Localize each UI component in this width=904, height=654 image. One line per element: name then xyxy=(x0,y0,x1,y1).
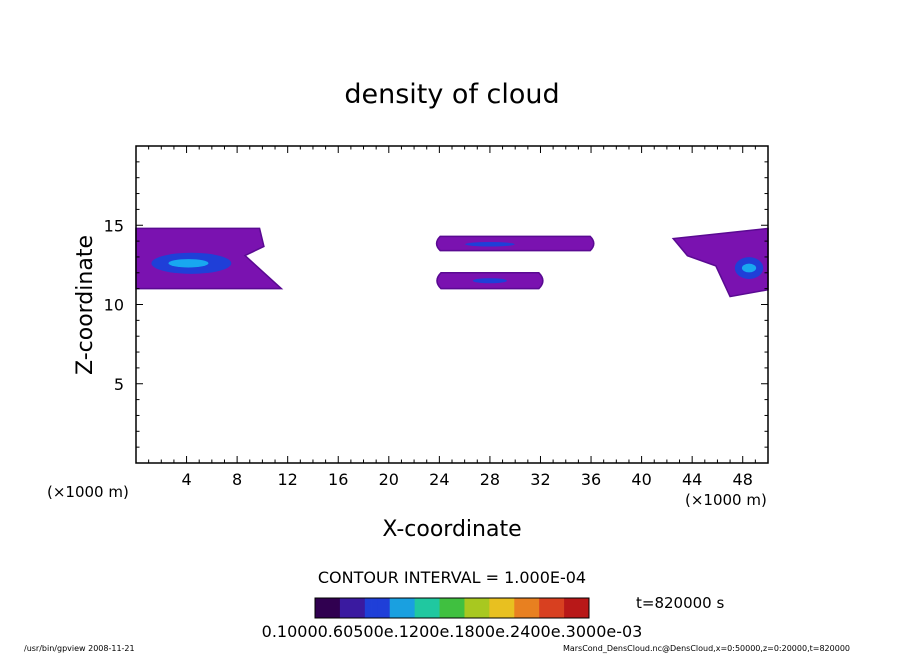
colorbar-segment xyxy=(315,598,322,618)
colorbar-segment xyxy=(514,598,521,618)
cloud-mid-contour xyxy=(472,278,507,284)
colorbar-segment xyxy=(420,598,428,618)
y-tick-label: 10 xyxy=(104,296,124,315)
y-tick-label: 5 xyxy=(114,375,124,394)
x-tick-label: 8 xyxy=(232,470,242,489)
x-tick-label: 28 xyxy=(480,470,500,489)
chart-title: density of cloud xyxy=(344,79,559,110)
colorbar-segment xyxy=(433,598,440,618)
time-label: t=820000 s xyxy=(636,594,724,612)
colorbar-segment xyxy=(352,598,359,618)
cloud-region xyxy=(435,235,595,252)
colorbar-segment xyxy=(501,598,509,618)
cloud-field xyxy=(135,227,769,298)
colorbar-segment xyxy=(470,598,478,618)
y-axis-label: Z-coordinate xyxy=(73,235,98,375)
cloud-region xyxy=(671,227,769,298)
colorbar-segment xyxy=(427,598,434,618)
y-axis-unit: (×1000 m) xyxy=(47,483,129,501)
colorbar-segment xyxy=(458,598,465,618)
colorbar-segment xyxy=(582,598,590,618)
colorbar-segment xyxy=(564,598,571,618)
colorbar-segment xyxy=(495,598,503,618)
colorbar-segment xyxy=(389,598,397,618)
colorbar-segment xyxy=(445,598,453,618)
colorbar xyxy=(315,598,590,618)
colorbar-segment xyxy=(539,598,546,618)
colorbar-tick-labels: 0.10000.60500e.1200e.1800e.2400e.3000e-0… xyxy=(262,622,643,641)
colorbar-segment xyxy=(545,598,553,618)
colorbar-segment xyxy=(520,598,528,618)
colorbar-segment xyxy=(321,598,328,618)
colorbar-segment xyxy=(551,598,559,618)
colorbar-segment xyxy=(402,598,409,618)
axis-ticks xyxy=(136,146,768,463)
contour-interval-label: CONTOUR INTERVAL = 1.000E-04 xyxy=(318,568,586,587)
cloud-core-contour xyxy=(168,259,209,268)
x-tick-label: 32 xyxy=(530,470,550,489)
colorbar-segment xyxy=(489,598,496,618)
x-axis-label: X-coordinate xyxy=(382,517,521,542)
colorbar-segment xyxy=(377,598,384,618)
colorbar-segment xyxy=(395,598,403,618)
cloud-region xyxy=(436,272,544,290)
colorbar-segment xyxy=(526,598,534,618)
x-axis-unit: (×1000 m) xyxy=(685,491,767,509)
colorbar-segment xyxy=(557,598,565,618)
colorbar-segment xyxy=(532,598,540,618)
colorbar-segment xyxy=(346,598,353,618)
cloud-core-contour xyxy=(741,263,757,273)
x-tick-label: 48 xyxy=(733,470,753,489)
x-tick-label: 24 xyxy=(429,470,449,489)
colorbar-segment xyxy=(364,598,372,618)
plot-frame xyxy=(135,145,769,464)
x-tick-label: 12 xyxy=(278,470,298,489)
colorbar-segment xyxy=(570,598,577,618)
x-tick-label: 4 xyxy=(181,470,191,489)
x-tick-label: 36 xyxy=(581,470,601,489)
colorbar-frame xyxy=(314,597,590,619)
x-tick-label: 16 xyxy=(328,470,348,489)
x-tick-labels: 4 8 12 16 20 24 28 32 36 40 44 48 xyxy=(181,470,752,489)
footer-program: /usr/bin/gpview 2008-11-21 xyxy=(24,644,135,653)
footer-source: MarsCond_DensCloud.nc@DensCloud,x=0:5000… xyxy=(563,644,850,653)
cloud-mid-contour xyxy=(465,241,515,247)
x-tick-label: 44 xyxy=(682,470,702,489)
colorbar-segment xyxy=(576,598,584,618)
colorbar-segment xyxy=(358,598,366,618)
y-tick-label: 15 xyxy=(104,216,124,235)
colorbar-segment xyxy=(452,598,459,618)
colorbar-segment xyxy=(508,598,515,618)
colorbar-segment xyxy=(339,598,347,618)
cloud-outer-contour xyxy=(435,235,595,252)
y-tick-labels: 5 10 15 xyxy=(104,216,124,394)
colorbar-segment xyxy=(383,598,391,618)
colorbar-segment xyxy=(439,598,447,618)
colorbar-segment xyxy=(327,598,335,618)
colorbar-segment xyxy=(371,598,378,618)
colorbar-segment xyxy=(483,598,490,618)
colorbar-segment xyxy=(414,598,422,618)
x-tick-label: 20 xyxy=(379,470,399,489)
colorbar-segment xyxy=(408,598,416,618)
colorbar-segment xyxy=(476,598,484,618)
colorbar-segment xyxy=(333,598,341,618)
colorbar-segment xyxy=(464,598,472,618)
x-tick-label: 40 xyxy=(631,470,651,489)
cloud-region xyxy=(135,227,284,290)
